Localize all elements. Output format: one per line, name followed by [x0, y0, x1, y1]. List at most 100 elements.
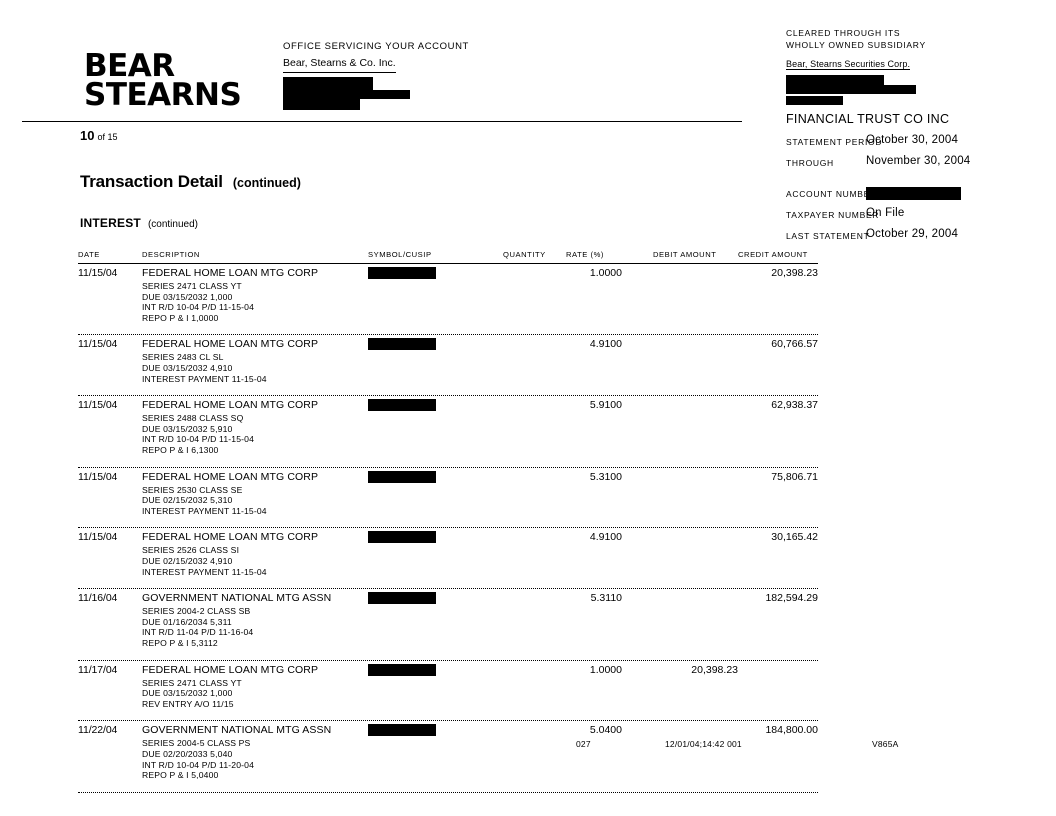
- transaction-rate: 5.3100: [589, 470, 622, 483]
- footer-code: 027: [576, 739, 591, 749]
- logo-line-1: BEAR: [84, 48, 175, 84]
- transaction-rate: 5.0400: [589, 724, 622, 737]
- cleared-through-line-1: CLEARED THROUGH ITS: [786, 28, 901, 38]
- transaction-rate: 5.3110: [590, 592, 622, 605]
- table-row: 11/16/04 GOVERNMENT NATIONAL MTG ASSN SERI…: [78, 589, 818, 661]
- section-title-text: INTEREST: [80, 216, 141, 230]
- transaction-date: 11/15/04: [78, 338, 118, 351]
- transaction-detail-line: SERIES 2483 CL SL: [142, 352, 224, 363]
- transaction-rate: 4.9100: [589, 338, 622, 351]
- logo-line-2: STEARNS: [84, 76, 242, 113]
- transaction-date: 11/17/04: [78, 663, 118, 676]
- transaction-description: GOVERNMENT NATIONAL MTG ASSN: [142, 724, 332, 737]
- page-number-total: of 15: [97, 132, 118, 142]
- office-servicing-name: Bear, Stearns & Co. Inc.: [283, 56, 396, 73]
- transaction-detail-line: DUE 03/15/2032 1,000: [142, 688, 233, 699]
- column-header-description: DESCRIPTION: [142, 250, 200, 259]
- column-header-date: DATE: [78, 250, 100, 259]
- statement-meta: STATEMENT PERIOD October 30, 2004 THROUG…: [786, 134, 1036, 249]
- transaction-description: FEDERAL HOME LOAN MTG CORP: [142, 531, 319, 544]
- transaction-description: GOVERNMENT NATIONAL MTG ASSN: [142, 592, 332, 605]
- transaction-date: 11/15/04: [78, 399, 118, 412]
- transaction-detail-line: REPO P & I 5,0400: [142, 770, 219, 781]
- transaction-date: 11/15/04: [78, 267, 118, 279]
- transaction-detail-line: SERIES 2526 CLASS SI: [142, 545, 240, 556]
- transaction-detail-line: SERIES 2471 CLASS YT: [142, 281, 242, 291]
- transaction-date: 11/15/04: [78, 470, 118, 483]
- transaction-detail-line: DUE 02/15/2032 4,910: [142, 555, 233, 566]
- transaction-date: 11/15/04: [78, 531, 118, 544]
- transaction-detail-line: REV ENTRY A/O 11/15: [142, 698, 234, 709]
- transaction-credit-amount: 62,938.37: [771, 399, 818, 412]
- subsidiary-name: Bear, Stearns Securities Corp.: [786, 58, 911, 70]
- transaction-detail-line: DUE 02/15/2032 5,310: [142, 495, 233, 506]
- page-title-continued: (continued): [232, 176, 301, 190]
- transaction-table: DATE DESCRIPTION SYMBOL/CUSIP QUANTITY R…: [78, 250, 818, 793]
- transaction-detail-line: REPO P & I 5,3112: [142, 637, 218, 648]
- transaction-detail-line: INTEREST PAYMENT 11-15-04: [142, 505, 267, 516]
- transaction-credit-amount: 20,398.23: [771, 267, 818, 279]
- transaction-rows: 11/15/04 FEDERAL HOME LOAN MTG CORP SERIES…: [78, 264, 818, 793]
- transaction-detail-line: SERIES 2488 CLASS SQ: [142, 413, 244, 424]
- transaction-detail-line: DUE 02/20/2033 5,040: [142, 748, 233, 759]
- office-servicing-block: OFFICE SERVICING YOUR ACCOUNT Bear, Stea…: [283, 41, 483, 110]
- transaction-credit-amount: 182,594.29: [765, 592, 818, 605]
- table-row: 11/17/04 FEDERAL HOME LOAN MTG CORP SERIES…: [78, 661, 818, 722]
- table-row: 11/15/04 FEDERAL HOME LOAN MTG CORP SERIES…: [78, 528, 818, 590]
- symbol-cusip-redaction: [368, 663, 436, 676]
- column-header-credit-amount: CREDIT AMOUNT: [738, 250, 808, 259]
- through-label: THROUGH: [786, 158, 834, 168]
- transaction-credit-amount: 184,800.00: [765, 724, 818, 737]
- transaction-rate: 4.9100: [589, 531, 622, 544]
- client-address-redaction: [786, 74, 936, 105]
- page-title-text: Transaction Detail: [80, 172, 223, 191]
- meta-row-account-number: ACCOUNT NUMBER: [786, 186, 1036, 207]
- column-header-rate: RATE (%): [566, 250, 605, 259]
- footer-form-id: V865A: [872, 739, 899, 749]
- office-address-redaction: [283, 76, 418, 110]
- meta-row-last-statement: LAST STATEMENT October 29, 2004: [786, 228, 1036, 249]
- transaction-detail-line: DUE 01/16/2034 5,311: [142, 616, 232, 627]
- transaction-description: FEDERAL HOME LOAN MTG CORP: [142, 338, 319, 351]
- office-servicing-title: OFFICE SERVICING YOUR ACCOUNT: [283, 41, 469, 52]
- transaction-description: FEDERAL HOME LOAN MTG CORP: [142, 470, 319, 483]
- page-footer: 027 12/01/04;14:42 001 V865A: [0, 739, 1056, 753]
- column-header-quantity: QUANTITY: [503, 250, 546, 259]
- last-statement-value: October 29, 2004: [866, 228, 959, 240]
- redaction-bar: [786, 84, 916, 94]
- table-column-headers: DATE DESCRIPTION SYMBOL/CUSIP QUANTITY R…: [78, 250, 818, 264]
- through-value: November 30, 2004: [866, 155, 971, 167]
- account-number-label: ACCOUNT NUMBER: [786, 189, 877, 199]
- cleared-through-block: CLEARED THROUGH ITS WHOLLY OWNED SUBSIDI…: [786, 27, 1026, 126]
- bear-stearns-logo: BEAR STEARNS: [84, 48, 284, 113]
- taxpayer-number-value: On File: [866, 207, 905, 219]
- section-title-continued: (continued): [147, 219, 198, 230]
- symbol-cusip-redaction: [368, 592, 436, 605]
- symbol-cusip-redaction: [368, 338, 436, 351]
- transaction-rate: 5.9100: [589, 399, 622, 412]
- transaction-credit-amount: 60,766.57: [771, 338, 818, 351]
- transaction-detail-line: INT R/D 11-04 P/D 11-16-04: [142, 627, 254, 638]
- transaction-date: 11/22/04: [78, 724, 118, 737]
- symbol-cusip-redaction: [368, 267, 436, 279]
- transaction-debit-amount: 20,398.23: [691, 663, 738, 676]
- meta-row-through: THROUGH November 30, 2004: [786, 155, 1036, 186]
- table-row: 11/22/04 GOVERNMENT NATIONAL MTG ASSN SERI…: [78, 721, 818, 793]
- footer-timestamp: 12/01/04;14:42 001: [665, 739, 742, 749]
- transaction-credit-amount: 75,806.71: [771, 470, 818, 483]
- transaction-credit-amount: 30,165.42: [771, 531, 818, 544]
- symbol-cusip-redaction: [368, 399, 436, 412]
- transaction-detail-line: INT R/D 10-04 P/D 11-15-04: [142, 434, 255, 445]
- symbol-cusip-redaction: [368, 531, 436, 544]
- transaction-detail-line: SERIES 2004-2 CLASS SB: [142, 606, 251, 617]
- section-title: INTEREST (continued): [80, 214, 198, 232]
- transaction-detail-line: REPO P & I 6,1300: [142, 444, 219, 455]
- column-header-symbol-cusip: SYMBOL/CUSIP: [368, 250, 432, 259]
- transaction-detail-line: SERIES 2471 CLASS YT: [142, 677, 242, 688]
- redaction-bar: [786, 74, 884, 85]
- transaction-detail-line: SERIES 2530 CLASS SE: [142, 484, 243, 495]
- taxpayer-number-label: TAXPAYER NUMBER: [786, 210, 880, 220]
- transaction-description: FEDERAL HOME LOAN MTG CORP: [142, 399, 319, 412]
- transaction-rate: 1.0000: [589, 267, 622, 279]
